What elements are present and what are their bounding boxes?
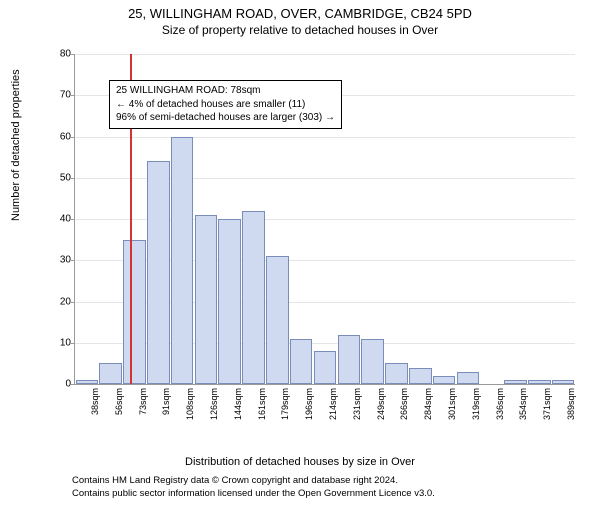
- y-tick-mark: [71, 260, 75, 261]
- y-tick-label: 20: [49, 296, 71, 307]
- x-tick-label: 371sqm: [542, 388, 552, 420]
- x-tick-label: 108sqm: [185, 388, 195, 420]
- x-tick-label: 144sqm: [233, 388, 243, 420]
- y-tick-label: 40: [49, 214, 71, 225]
- x-tick-label: 336sqm: [495, 388, 505, 420]
- gridline: [75, 137, 575, 138]
- histogram-bar: [433, 376, 456, 384]
- histogram-bar: [123, 240, 146, 384]
- y-tick-label: 30: [49, 255, 71, 266]
- histogram-bar: [457, 372, 480, 384]
- y-tick-mark: [71, 343, 75, 344]
- histogram-bar: [385, 363, 408, 384]
- annotation-line: 25 WILLINGHAM ROAD: 78sqm: [116, 84, 335, 98]
- y-tick-mark: [71, 302, 75, 303]
- x-tick-label: 266sqm: [399, 388, 409, 420]
- histogram-bar: [218, 219, 241, 384]
- annotation-line: ← 4% of detached houses are smaller (11): [116, 98, 335, 112]
- x-tick-label: 38sqm: [90, 388, 100, 415]
- annotation-box: 25 WILLINGHAM ROAD: 78sqm ← 4% of detach…: [109, 80, 342, 129]
- x-tick-label: 249sqm: [376, 388, 386, 420]
- page-title: 25, WILLINGHAM ROAD, OVER, CAMBRIDGE, CB…: [0, 6, 600, 21]
- histogram-bar: [552, 380, 575, 384]
- y-tick-mark: [71, 219, 75, 220]
- histogram-bar: [504, 380, 527, 384]
- histogram-bar: [195, 215, 218, 384]
- x-tick-label: 389sqm: [566, 388, 576, 420]
- y-tick-label: 60: [49, 131, 71, 142]
- x-tick-label: 354sqm: [518, 388, 528, 420]
- y-tick-mark: [71, 178, 75, 179]
- histogram-bar: [99, 363, 122, 384]
- x-axis-label: Distribution of detached houses by size …: [0, 456, 600, 468]
- histogram-bar: [266, 256, 289, 384]
- credit-line: Contains public sector information licen…: [72, 488, 435, 500]
- histogram-bar: [242, 211, 265, 384]
- histogram-bar: [361, 339, 384, 384]
- page-subtitle: Size of property relative to detached ho…: [0, 23, 600, 37]
- x-tick-label: 56sqm: [114, 388, 124, 415]
- x-tick-label: 196sqm: [304, 388, 314, 420]
- y-tick-mark: [71, 54, 75, 55]
- histogram-bar: [314, 351, 337, 384]
- histogram-bar: [409, 368, 432, 385]
- y-tick-label: 50: [49, 172, 71, 183]
- x-tick-label: 231sqm: [352, 388, 362, 420]
- x-tick-label: 319sqm: [471, 388, 481, 420]
- y-tick-label: 10: [49, 337, 71, 348]
- credit-line: Contains HM Land Registry data © Crown c…: [72, 475, 435, 487]
- histogram-bar: [147, 161, 170, 384]
- y-tick-mark: [71, 384, 75, 385]
- gridline: [75, 54, 575, 55]
- plot-region: 0102030405060708038sqm56sqm73sqm91sqm108…: [74, 54, 575, 385]
- histogram-bar: [290, 339, 313, 384]
- y-tick-label: 0: [49, 379, 71, 390]
- x-tick-label: 301sqm: [447, 388, 457, 420]
- chart-area: 0102030405060708038sqm56sqm73sqm91sqm108…: [44, 54, 574, 424]
- x-tick-label: 179sqm: [280, 388, 290, 420]
- x-tick-label: 126sqm: [209, 388, 219, 420]
- y-tick-mark: [71, 137, 75, 138]
- x-tick-label: 214sqm: [328, 388, 338, 420]
- x-tick-label: 73sqm: [138, 388, 148, 415]
- histogram-bar: [528, 380, 551, 384]
- annotation-line: 96% of semi-detached houses are larger (…: [116, 111, 335, 125]
- y-axis-label: Number of detached properties: [10, 69, 22, 221]
- histogram-bar: [171, 137, 194, 385]
- x-tick-label: 161sqm: [257, 388, 267, 420]
- histogram-bar: [338, 335, 361, 385]
- y-tick-mark: [71, 95, 75, 96]
- x-tick-label: 284sqm: [423, 388, 433, 420]
- x-tick-label: 91sqm: [161, 388, 171, 415]
- credit-text: Contains HM Land Registry data © Crown c…: [72, 475, 435, 500]
- y-tick-label: 70: [49, 90, 71, 101]
- y-tick-label: 80: [49, 49, 71, 60]
- histogram-bar: [76, 380, 99, 384]
